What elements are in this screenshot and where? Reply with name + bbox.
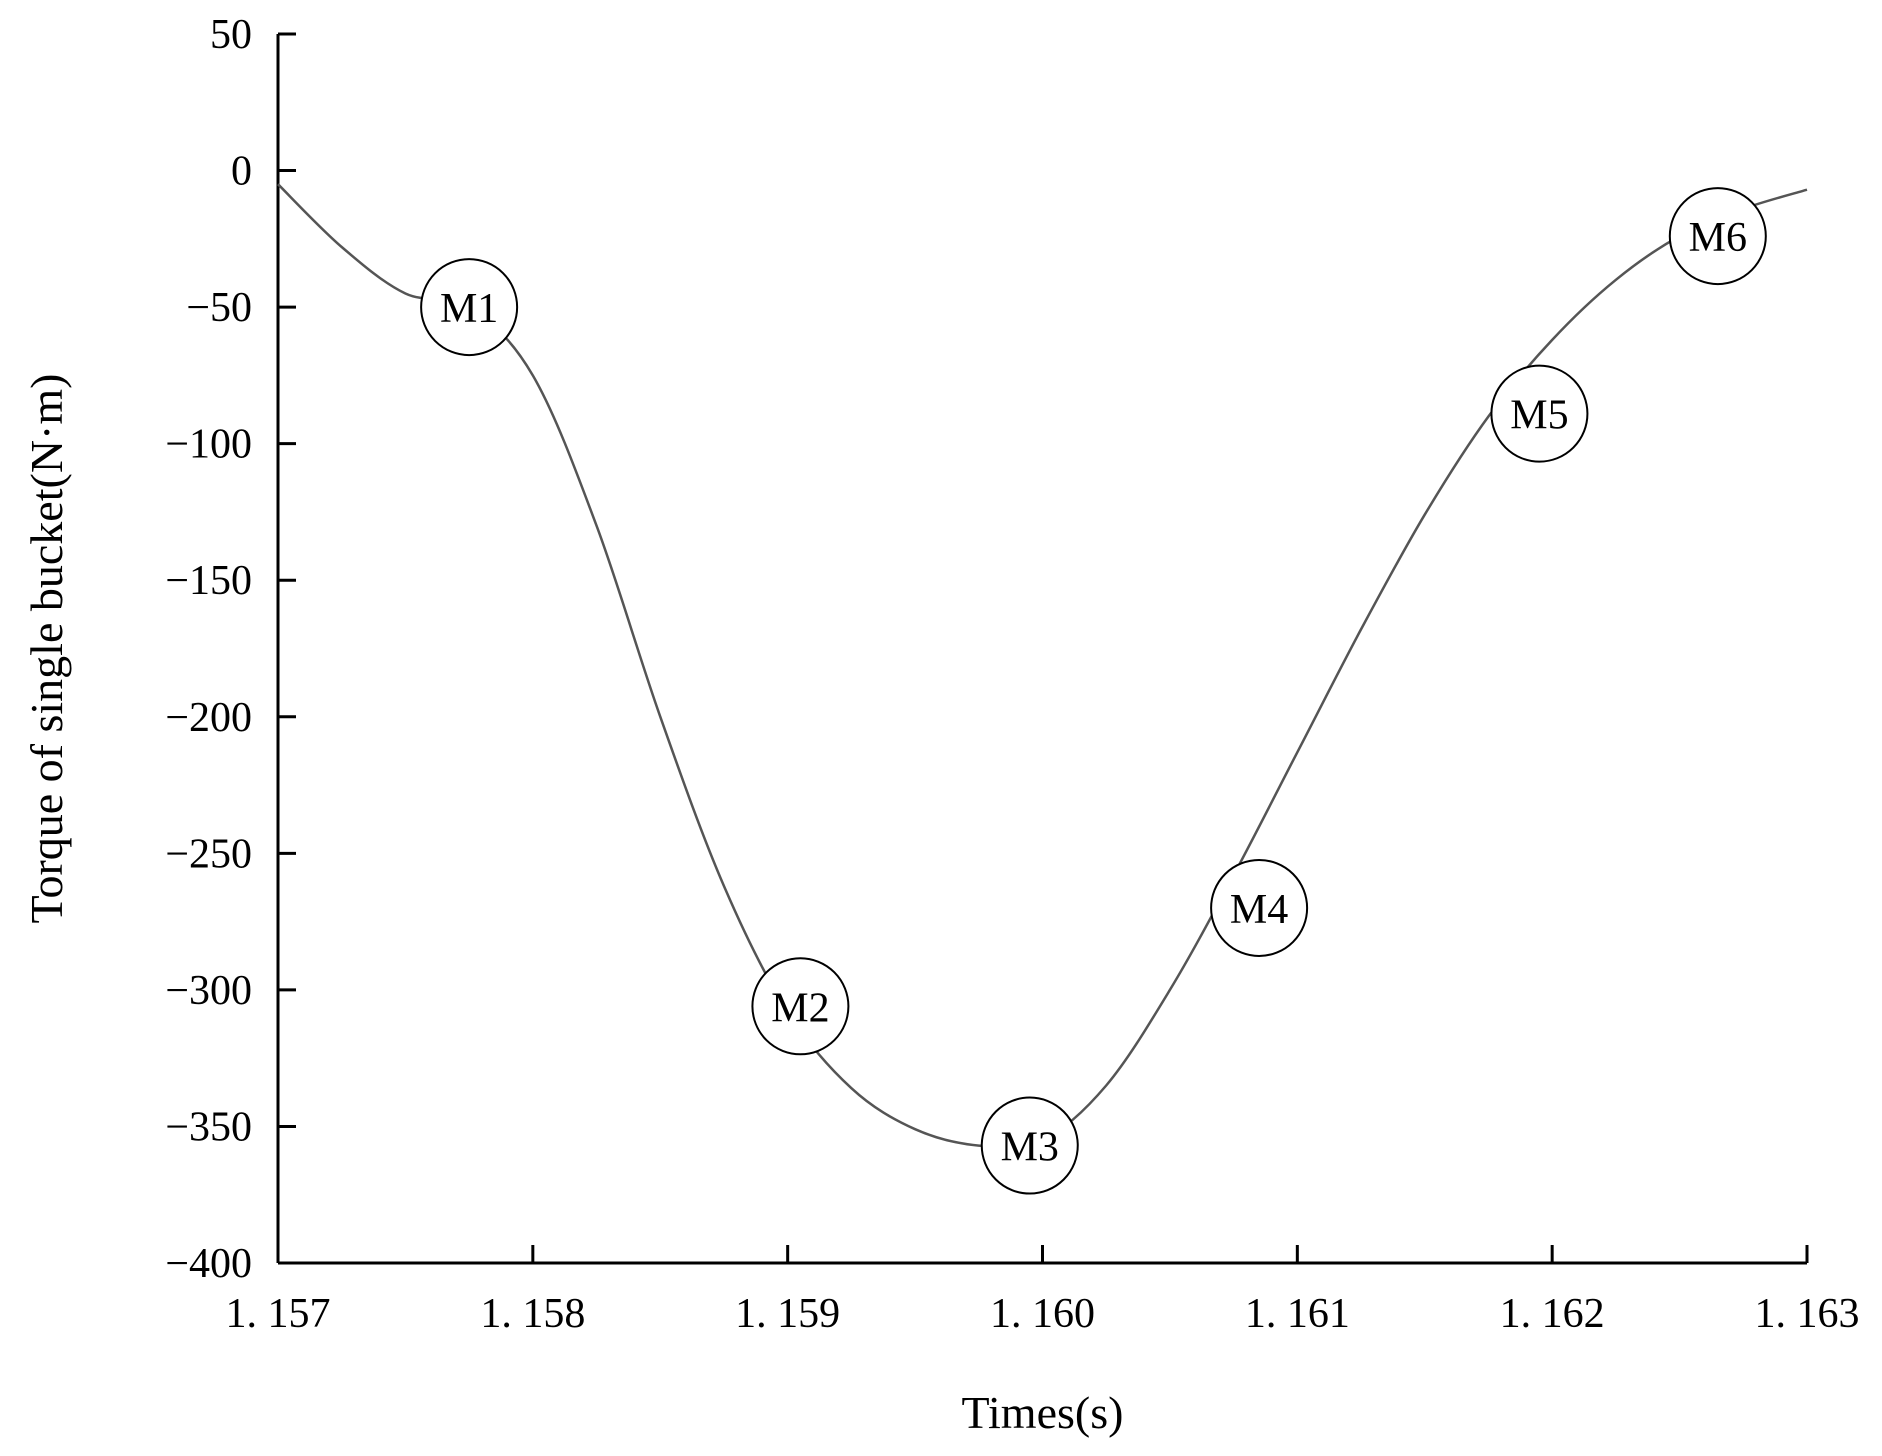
marker-m6-label: M6: [1689, 215, 1747, 261]
x-tick-label: 1. 161: [1245, 1291, 1350, 1337]
y-axis-title: Torque of single bucket(N·m): [21, 374, 72, 924]
marker-m6-circle: [1668, 187, 1767, 286]
marker-m5-circle: [1490, 364, 1589, 463]
y-tick-label: −250: [165, 831, 252, 877]
x-tick-label: 1. 157: [226, 1291, 331, 1337]
x-tick-label: 1. 163: [1755, 1291, 1860, 1337]
marker-m1-label: M1: [440, 286, 498, 332]
x-tick-label: 1. 158: [480, 1291, 585, 1337]
y-tick-label: −300: [165, 968, 252, 1014]
marker-m3-circle: [980, 1096, 1079, 1195]
marker-m1-circle: [420, 258, 519, 357]
marker-m3-label: M3: [1001, 1125, 1059, 1171]
y-tick-label: −50: [186, 285, 252, 331]
y-tick-label: −200: [165, 695, 252, 741]
x-tick-label: 1. 159: [735, 1291, 840, 1337]
x-axis-title: Times(s): [962, 1387, 1124, 1438]
y-tick-label: 0: [231, 149, 252, 195]
marker-m4-label: M4: [1230, 887, 1288, 933]
y-tick-label: −350: [165, 1104, 252, 1150]
marker-m2-label: M2: [771, 985, 829, 1031]
y-tick-label: −100: [165, 422, 252, 468]
x-tick-label: 1. 162: [1500, 1291, 1605, 1337]
y-tick-label: −400: [165, 1241, 252, 1287]
y-tick-label: −150: [165, 558, 252, 604]
y-tick-label: 50: [210, 12, 252, 58]
marker-m4-circle: [1210, 858, 1309, 957]
x-tick-label: 1. 160: [990, 1291, 1095, 1337]
marker-m2-circle: [751, 957, 850, 1056]
marker-m5-label: M5: [1510, 393, 1568, 439]
